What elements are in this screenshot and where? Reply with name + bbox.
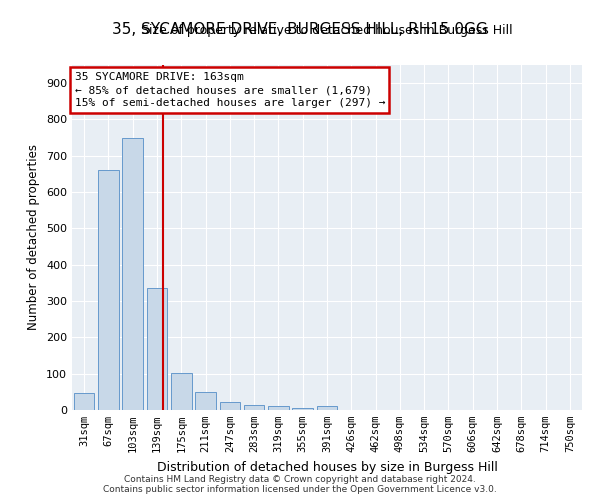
Bar	[171, 373, 191, 410]
Y-axis label: Number of detached properties: Number of detached properties	[28, 144, 40, 330]
Bar	[98, 170, 119, 410]
Text: 35, SYCAMORE DRIVE, BURGESS HILL, RH15 0GG: 35, SYCAMORE DRIVE, BURGESS HILL, RH15 0…	[112, 22, 488, 38]
Text: Contains public sector information licensed under the Open Government Licence v3: Contains public sector information licen…	[103, 485, 497, 494]
X-axis label: Distribution of detached houses by size in Burgess Hill: Distribution of detached houses by size …	[157, 460, 497, 473]
Bar	[74, 393, 94, 410]
Bar	[292, 408, 313, 410]
Bar	[268, 406, 289, 410]
Bar	[317, 406, 337, 410]
Text: 35 SYCAMORE DRIVE: 163sqm
← 85% of detached houses are smaller (1,679)
15% of se: 35 SYCAMORE DRIVE: 163sqm ← 85% of detac…	[74, 72, 385, 108]
Title: Size of property relative to detached houses in Burgess Hill: Size of property relative to detached ho…	[141, 24, 513, 38]
Bar	[244, 404, 265, 410]
Bar	[220, 402, 240, 410]
Text: Contains HM Land Registry data © Crown copyright and database right 2024.: Contains HM Land Registry data © Crown c…	[124, 475, 476, 484]
Bar	[122, 138, 143, 410]
Bar	[146, 288, 167, 410]
Bar	[195, 392, 216, 410]
